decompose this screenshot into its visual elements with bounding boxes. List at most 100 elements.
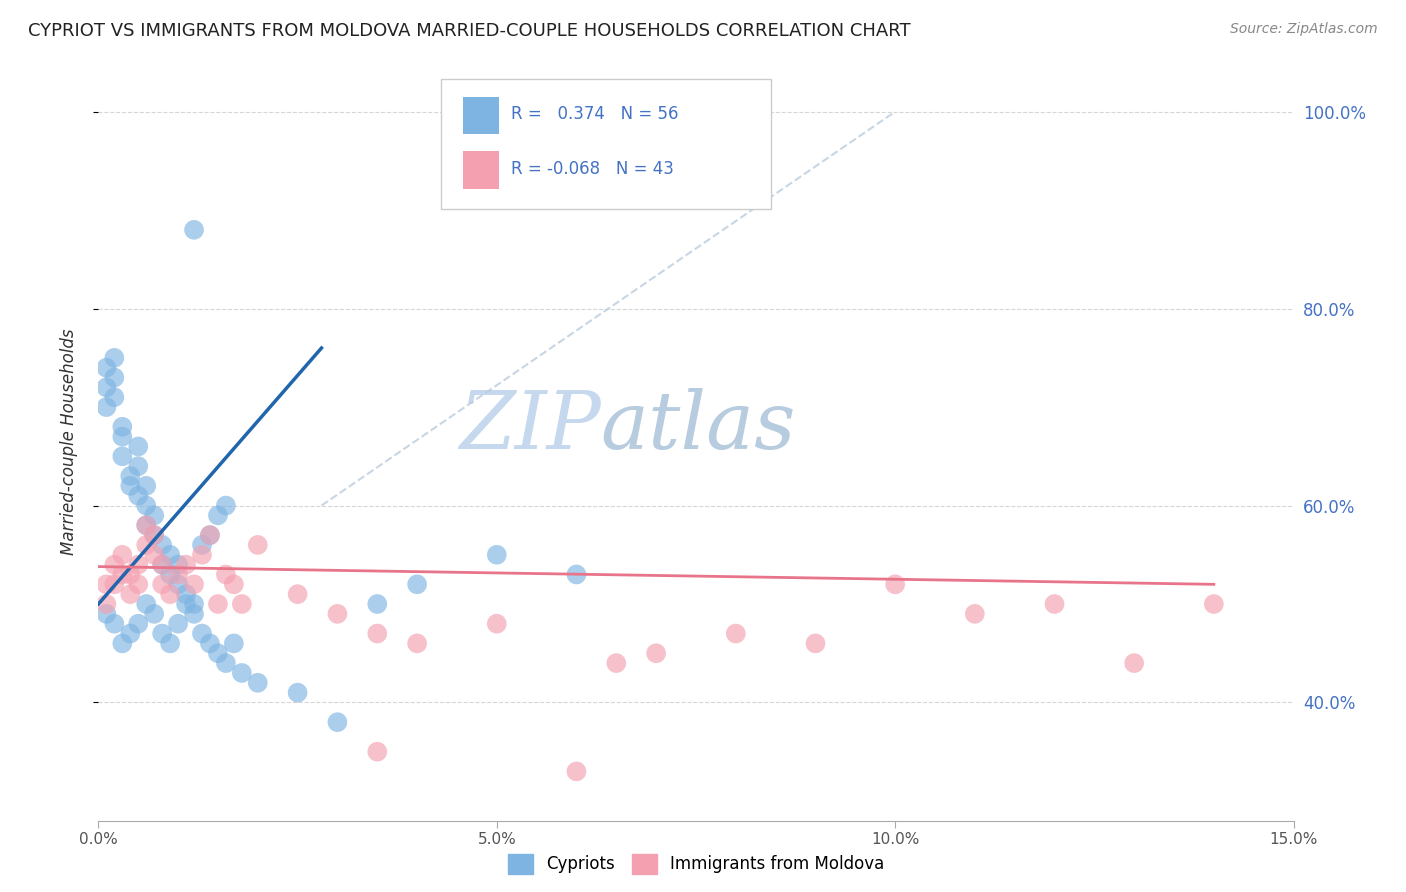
Point — [127, 489, 149, 503]
Point — [485, 616, 508, 631]
Point — [366, 626, 388, 640]
Point — [326, 715, 349, 730]
Point — [111, 429, 134, 443]
Y-axis label: Married-couple Households: Married-couple Households — [59, 328, 77, 555]
Text: Source: ZipAtlas.com: Source: ZipAtlas.com — [1230, 22, 1378, 37]
Point — [127, 440, 149, 454]
Point — [183, 223, 205, 237]
Point — [804, 636, 827, 650]
Point — [150, 577, 173, 591]
Point — [127, 459, 149, 474]
Point — [135, 538, 157, 552]
Point — [1043, 597, 1066, 611]
Point — [103, 558, 125, 572]
Point — [406, 636, 429, 650]
Point — [120, 567, 142, 582]
Point — [246, 538, 269, 552]
Point — [96, 380, 118, 394]
Legend: Cypriots, Immigrants from Moldova: Cypriots, Immigrants from Moldova — [501, 847, 891, 880]
Point — [215, 567, 238, 582]
Point — [724, 626, 747, 640]
Point — [198, 528, 221, 542]
Point — [215, 499, 238, 513]
Point — [191, 626, 214, 640]
Point — [127, 616, 149, 631]
Point — [127, 577, 149, 591]
Point — [150, 558, 173, 572]
Point — [174, 558, 197, 572]
Point — [103, 370, 125, 384]
Point — [111, 636, 134, 650]
Point — [366, 745, 388, 759]
Point — [159, 548, 181, 562]
Point — [207, 508, 229, 523]
Point — [174, 597, 197, 611]
Point — [645, 646, 668, 660]
Point — [150, 626, 173, 640]
Bar — [463, 151, 499, 189]
Point — [207, 646, 229, 660]
Point — [605, 656, 627, 670]
Point — [222, 636, 245, 650]
Point — [143, 607, 166, 621]
Point — [231, 665, 253, 680]
Point — [198, 528, 221, 542]
Point — [167, 567, 190, 582]
Point — [183, 597, 205, 611]
Point — [485, 548, 508, 562]
Point — [167, 558, 190, 572]
Point — [884, 577, 907, 591]
Point — [96, 360, 118, 375]
Point — [406, 577, 429, 591]
Point — [159, 587, 181, 601]
Text: R = -0.068   N = 43: R = -0.068 N = 43 — [510, 160, 673, 178]
Point — [96, 400, 118, 414]
Text: ZIP: ZIP — [458, 388, 600, 465]
Point — [135, 518, 157, 533]
Point — [111, 419, 134, 434]
Point — [183, 607, 205, 621]
Point — [143, 528, 166, 542]
Point — [191, 538, 214, 552]
Point — [231, 597, 253, 611]
Point — [111, 450, 134, 464]
Text: R =   0.374   N = 56: R = 0.374 N = 56 — [510, 105, 678, 123]
Point — [103, 390, 125, 404]
Point — [96, 607, 118, 621]
Point — [111, 548, 134, 562]
Point — [963, 607, 986, 621]
Point — [167, 616, 190, 631]
Point — [111, 567, 134, 582]
Point — [287, 685, 309, 699]
Point — [159, 567, 181, 582]
Point — [103, 351, 125, 365]
Point — [207, 597, 229, 611]
Point — [120, 626, 142, 640]
Point — [326, 607, 349, 621]
Point — [565, 567, 588, 582]
Point — [1123, 656, 1146, 670]
Point — [191, 548, 214, 562]
Point — [167, 577, 190, 591]
Point — [135, 479, 157, 493]
Point — [143, 548, 166, 562]
Point — [96, 577, 118, 591]
Point — [159, 636, 181, 650]
Text: CYPRIOT VS IMMIGRANTS FROM MOLDOVA MARRIED-COUPLE HOUSEHOLDS CORRELATION CHART: CYPRIOT VS IMMIGRANTS FROM MOLDOVA MARRI… — [28, 22, 911, 40]
FancyBboxPatch shape — [441, 79, 772, 209]
Point — [143, 508, 166, 523]
Point — [287, 587, 309, 601]
Point — [565, 764, 588, 779]
Point — [120, 587, 142, 601]
Point — [96, 597, 118, 611]
Point — [143, 528, 166, 542]
Point — [135, 597, 157, 611]
Point — [1202, 597, 1225, 611]
Point — [150, 558, 173, 572]
Point — [222, 577, 245, 591]
Point — [127, 558, 149, 572]
Point — [103, 577, 125, 591]
Point — [150, 538, 173, 552]
Point — [135, 499, 157, 513]
Text: atlas: atlas — [600, 388, 796, 465]
